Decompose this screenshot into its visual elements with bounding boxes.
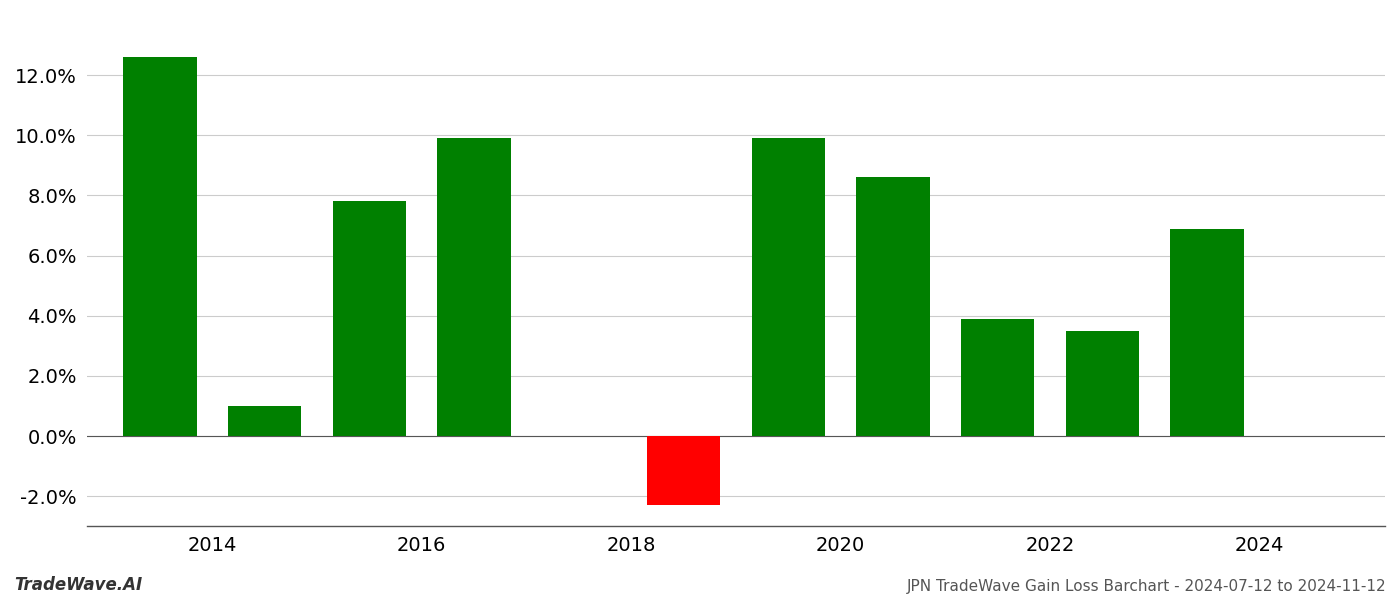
Bar [1065, 331, 1140, 436]
Bar [437, 139, 511, 436]
Bar [228, 406, 301, 436]
Bar [647, 436, 720, 505]
Bar [1170, 229, 1243, 436]
Bar [333, 202, 406, 436]
Bar [752, 139, 825, 436]
Text: JPN TradeWave Gain Loss Barchart - 2024-07-12 to 2024-11-12: JPN TradeWave Gain Loss Barchart - 2024-… [906, 579, 1386, 594]
Text: TradeWave.AI: TradeWave.AI [14, 576, 143, 594]
Bar [960, 319, 1035, 436]
Bar [123, 57, 196, 436]
Bar [857, 178, 930, 436]
